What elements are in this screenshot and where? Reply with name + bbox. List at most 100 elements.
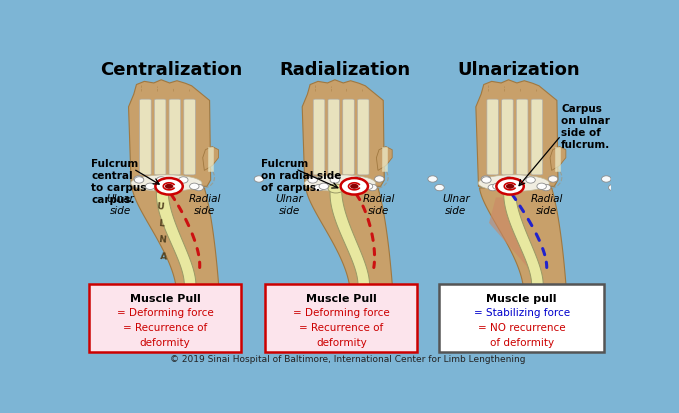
Text: deformity: deformity — [140, 338, 191, 348]
Text: Radial
side: Radial side — [531, 194, 563, 216]
Ellipse shape — [194, 184, 204, 191]
Ellipse shape — [481, 176, 491, 182]
Polygon shape — [302, 80, 384, 186]
Circle shape — [154, 178, 184, 195]
Ellipse shape — [330, 177, 340, 183]
Ellipse shape — [319, 183, 329, 190]
Ellipse shape — [551, 292, 566, 300]
Polygon shape — [132, 188, 219, 298]
Ellipse shape — [363, 183, 373, 190]
Polygon shape — [330, 191, 369, 285]
Ellipse shape — [314, 184, 324, 191]
Text: deformity: deformity — [316, 338, 367, 348]
Text: = NO recurrence: = NO recurrence — [478, 323, 566, 333]
Text: Muscle Pull: Muscle Pull — [306, 294, 377, 304]
Ellipse shape — [662, 184, 672, 191]
Polygon shape — [128, 80, 210, 186]
Text: = Deforming force: = Deforming force — [117, 309, 213, 318]
Polygon shape — [479, 188, 567, 298]
Ellipse shape — [541, 184, 551, 191]
FancyBboxPatch shape — [169, 99, 181, 175]
Ellipse shape — [488, 184, 498, 191]
Text: U: U — [156, 202, 164, 212]
Ellipse shape — [134, 177, 144, 183]
Text: Fulcrum
on radial side
of carpus.: Fulcrum on radial side of carpus. — [261, 159, 342, 193]
Circle shape — [350, 184, 359, 189]
Text: Muscle pull: Muscle pull — [486, 294, 557, 304]
Ellipse shape — [526, 177, 535, 183]
Text: Radial
side: Radial side — [363, 194, 394, 216]
Polygon shape — [489, 197, 532, 275]
Text: Ulnar
side: Ulnar side — [275, 194, 303, 216]
Ellipse shape — [328, 184, 344, 193]
Ellipse shape — [189, 183, 199, 190]
Ellipse shape — [515, 183, 524, 190]
Ellipse shape — [308, 176, 317, 182]
FancyBboxPatch shape — [516, 99, 528, 175]
Ellipse shape — [168, 183, 177, 190]
Ellipse shape — [156, 177, 166, 183]
Ellipse shape — [608, 184, 618, 191]
FancyBboxPatch shape — [184, 99, 196, 175]
Ellipse shape — [537, 183, 547, 190]
Text: Radial
side: Radial side — [189, 194, 221, 216]
Ellipse shape — [131, 175, 202, 191]
Text: Ulnarization: Ulnarization — [458, 61, 581, 79]
Circle shape — [506, 184, 514, 189]
Ellipse shape — [428, 176, 437, 182]
Text: Radialization: Radialization — [280, 61, 411, 79]
Ellipse shape — [341, 183, 350, 190]
Circle shape — [340, 178, 369, 195]
Ellipse shape — [378, 292, 392, 300]
Ellipse shape — [435, 184, 444, 191]
Text: Carpus
on ulnar
side of
fulcrum.: Carpus on ulnar side of fulcrum. — [561, 104, 610, 150]
Circle shape — [495, 178, 525, 195]
Ellipse shape — [352, 177, 362, 183]
Ellipse shape — [493, 183, 502, 190]
FancyBboxPatch shape — [357, 99, 369, 175]
FancyBboxPatch shape — [502, 99, 513, 175]
Ellipse shape — [308, 177, 318, 183]
Ellipse shape — [254, 176, 263, 182]
Text: of deformity: of deformity — [490, 338, 553, 348]
Ellipse shape — [204, 292, 219, 300]
Ellipse shape — [305, 175, 375, 191]
Polygon shape — [203, 147, 219, 171]
Polygon shape — [550, 147, 566, 171]
Ellipse shape — [154, 184, 170, 193]
Text: Centralization: Centralization — [100, 61, 243, 79]
Ellipse shape — [481, 177, 491, 183]
Ellipse shape — [548, 176, 557, 182]
FancyBboxPatch shape — [439, 284, 604, 352]
Text: = Stabilizing force: = Stabilizing force — [473, 309, 570, 318]
Ellipse shape — [375, 176, 384, 182]
FancyBboxPatch shape — [265, 284, 418, 352]
Ellipse shape — [502, 184, 517, 193]
FancyBboxPatch shape — [531, 99, 543, 175]
Text: Ulnar
side: Ulnar side — [442, 194, 470, 216]
FancyBboxPatch shape — [154, 99, 166, 175]
Text: © 2019 Sinai Hospital of Baltimore, International Center for Limb Lengthening: © 2019 Sinai Hospital of Baltimore, Inte… — [170, 355, 526, 364]
Text: Ulnar
side: Ulnar side — [107, 194, 134, 216]
Ellipse shape — [367, 184, 377, 191]
Ellipse shape — [478, 175, 549, 191]
Polygon shape — [376, 147, 392, 171]
Text: Muscle Pull: Muscle Pull — [130, 294, 200, 304]
Text: N: N — [158, 235, 166, 245]
FancyBboxPatch shape — [328, 99, 340, 175]
Circle shape — [165, 184, 173, 189]
Text: A: A — [160, 252, 167, 261]
Polygon shape — [156, 191, 196, 285]
Text: Fulcrum
central
to carpus
carpus.: Fulcrum central to carpus carpus. — [91, 159, 147, 205]
Ellipse shape — [145, 183, 155, 190]
FancyBboxPatch shape — [343, 99, 354, 175]
Ellipse shape — [179, 177, 188, 183]
Text: = Recurrence of: = Recurrence of — [123, 323, 207, 333]
Ellipse shape — [134, 176, 143, 182]
Ellipse shape — [504, 177, 513, 183]
Polygon shape — [306, 188, 393, 298]
FancyBboxPatch shape — [89, 284, 241, 352]
Polygon shape — [476, 80, 558, 186]
Text: = Recurrence of: = Recurrence of — [299, 323, 384, 333]
FancyBboxPatch shape — [487, 99, 498, 175]
